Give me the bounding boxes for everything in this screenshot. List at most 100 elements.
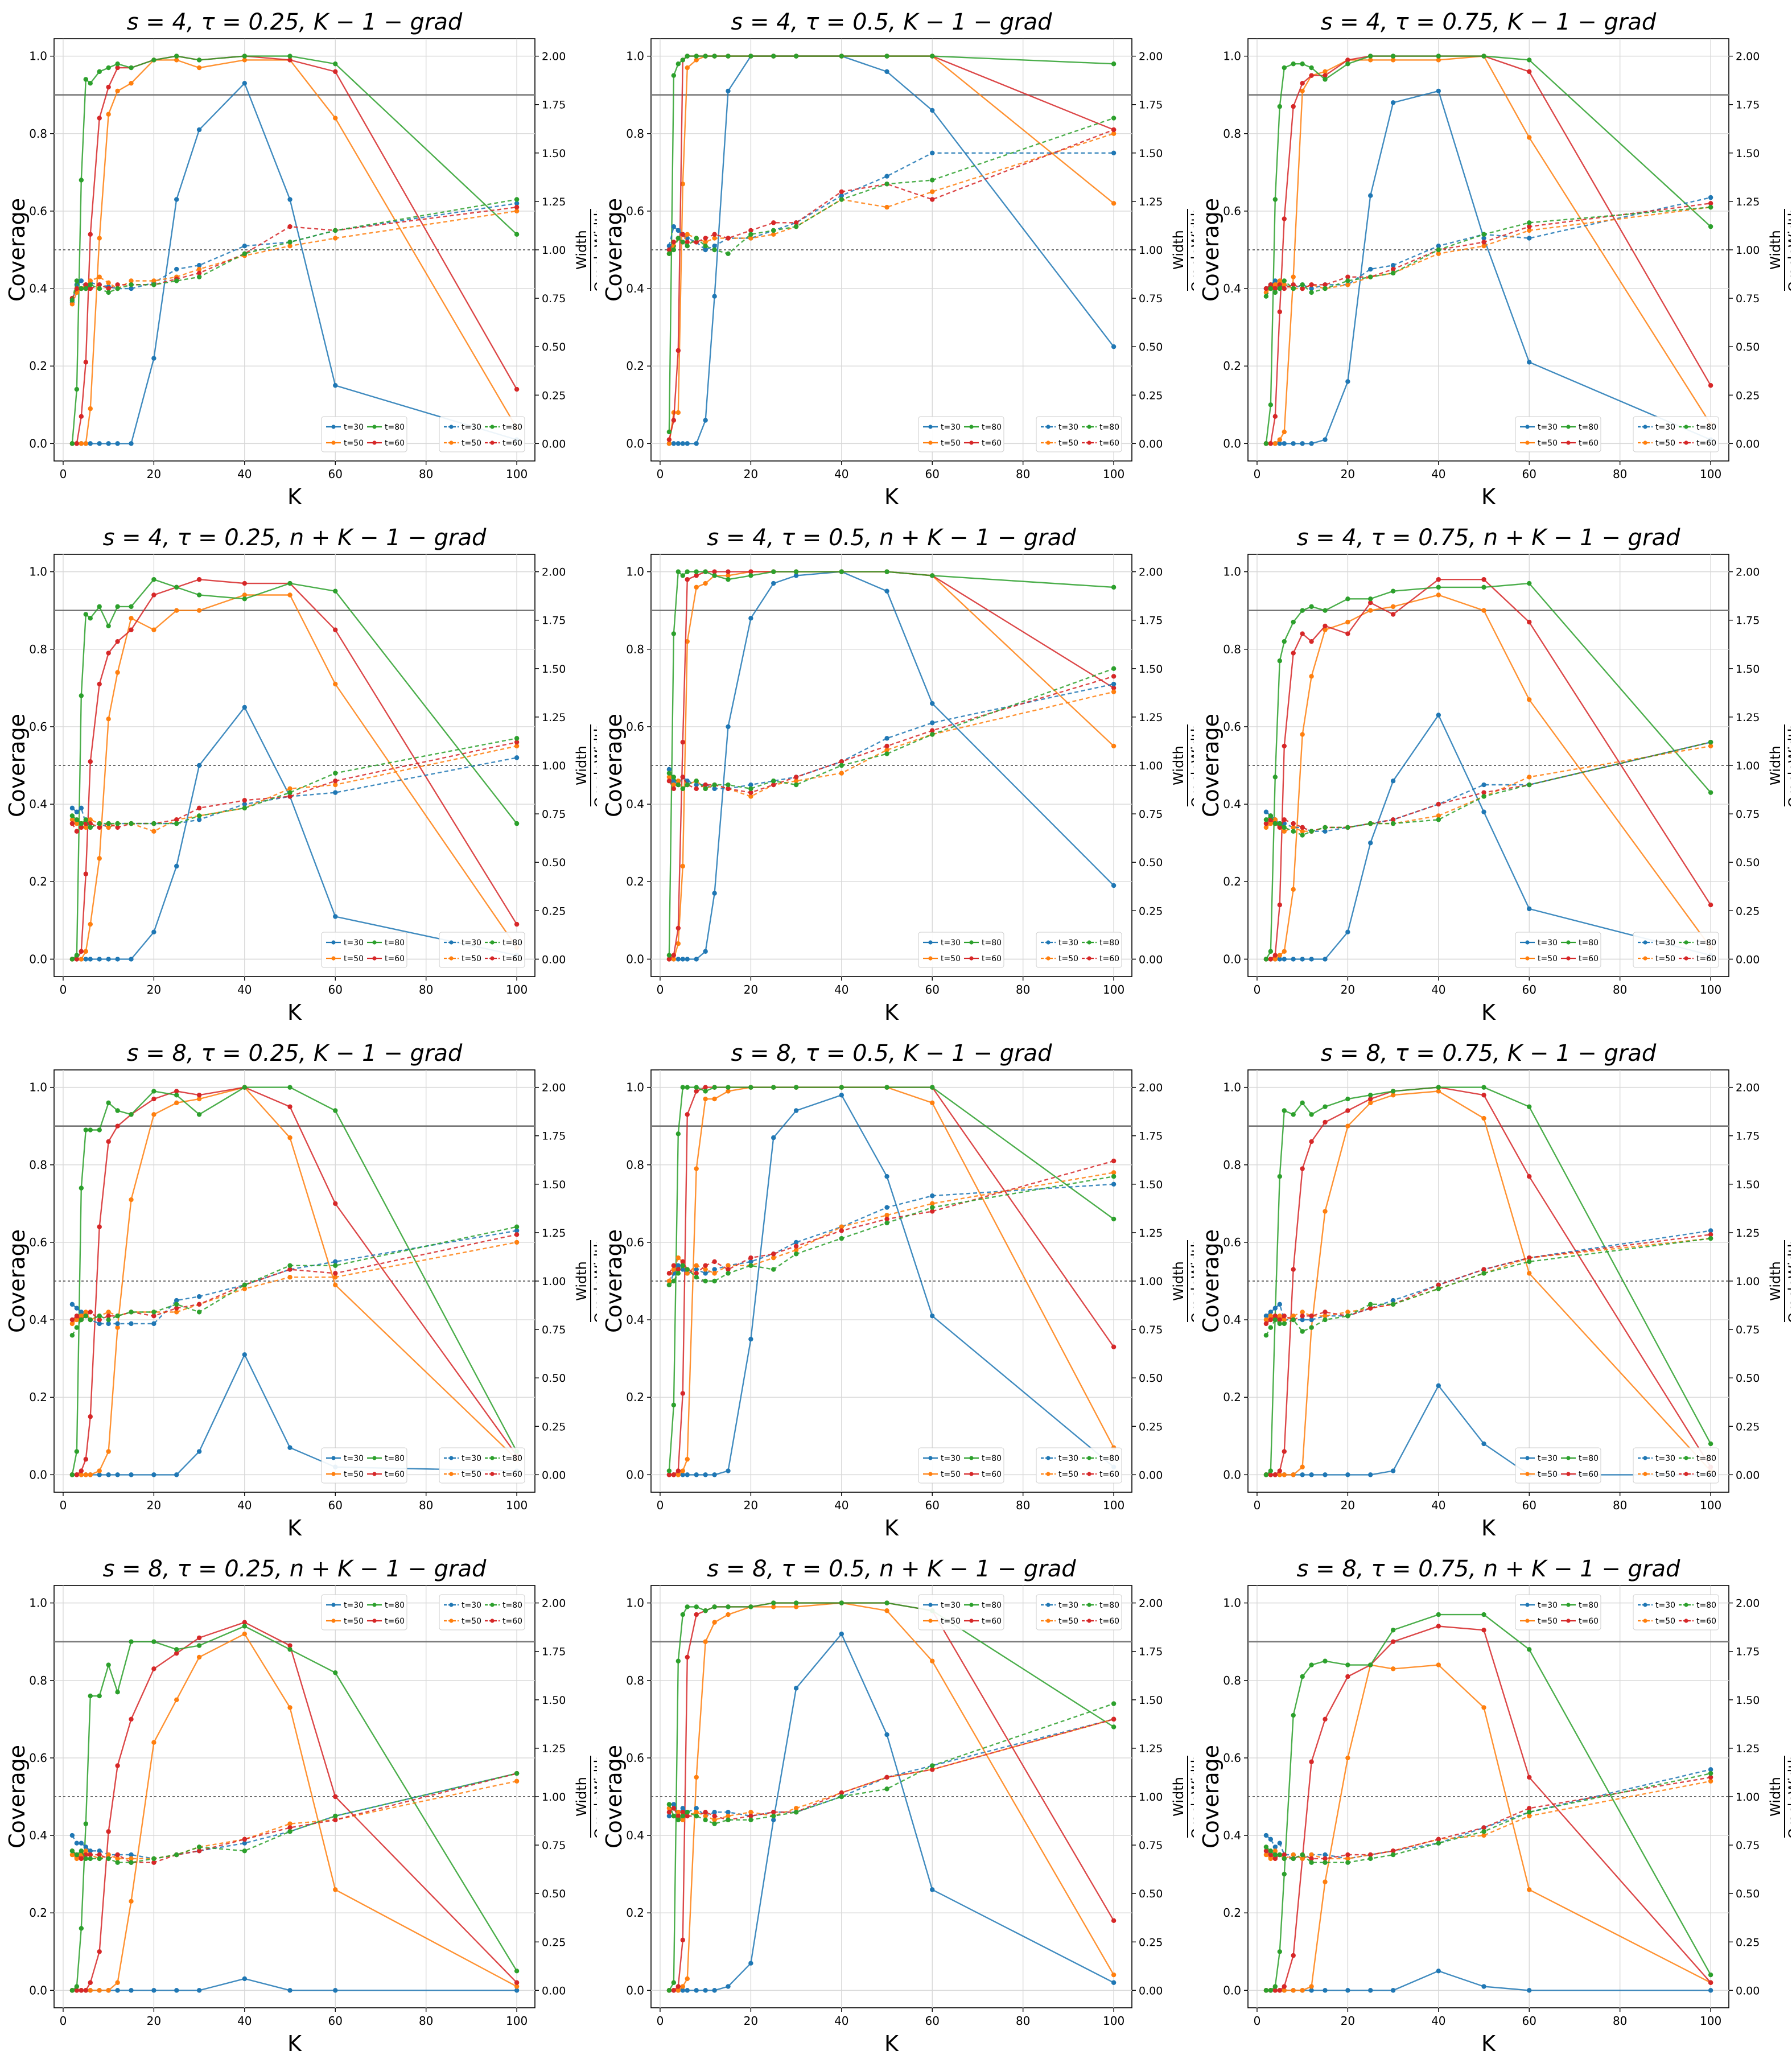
- y2-tick-label: 1.25: [1736, 1227, 1760, 1240]
- data-point: [1111, 61, 1117, 67]
- data-point: [333, 1670, 338, 1675]
- data-point: [1300, 1329, 1305, 1334]
- data-point: [79, 441, 84, 446]
- data-point: [514, 232, 520, 237]
- y-tick-label: 0.2: [626, 875, 644, 888]
- data-point: [1323, 1313, 1328, 1319]
- legend-marker: [1046, 1472, 1051, 1476]
- legend-marker: [969, 1456, 974, 1460]
- data-point: [1272, 1317, 1278, 1323]
- y2-tick-label: 1.50: [1139, 1694, 1163, 1707]
- data-point: [1282, 1108, 1287, 1113]
- legend-label: t=50: [1058, 1617, 1078, 1626]
- legend-label: t=30: [1538, 423, 1558, 432]
- data-point: [712, 1813, 717, 1819]
- data-point: [79, 825, 84, 830]
- data-point: [1323, 1852, 1328, 1858]
- data-point: [839, 1224, 844, 1229]
- data-point: [793, 1604, 799, 1609]
- x-tick-label: 40: [834, 2014, 848, 2028]
- data-point: [97, 1472, 102, 1477]
- data-point: [115, 1313, 120, 1319]
- data-point: [675, 348, 681, 353]
- data-point: [514, 208, 520, 214]
- chart-svg: 0.00.20.40.60.81.00.000.250.500.751.001.…: [602, 9, 1194, 509]
- data-point: [675, 410, 681, 415]
- y-tick-label: 0.6: [626, 1751, 644, 1765]
- data-point: [1277, 104, 1283, 109]
- data-point: [712, 1821, 717, 1826]
- data-point: [1436, 1624, 1441, 1629]
- data-point: [129, 1112, 134, 1117]
- data-point: [1309, 957, 1314, 962]
- legend-label: t=30: [1538, 938, 1558, 948]
- data-point: [675, 61, 681, 67]
- x-tick-label: 0: [60, 983, 67, 997]
- data-point: [680, 1810, 686, 1815]
- data-point: [1309, 829, 1314, 834]
- y-tick-label: 1.0: [1223, 1596, 1241, 1610]
- data-point: [748, 1813, 753, 1819]
- y2-tick-label: 0.00: [1736, 438, 1760, 450]
- y-tick-label: 0.2: [29, 1906, 47, 1920]
- data-point: [129, 1472, 134, 1477]
- data-point: [97, 1224, 102, 1229]
- plot-area: [650, 554, 1132, 977]
- data-point: [1272, 953, 1278, 958]
- y-tick-label: 0.0: [29, 1983, 47, 1997]
- data-point: [712, 573, 717, 578]
- series-line: [669, 1602, 1115, 1991]
- data-point: [1309, 1472, 1314, 1477]
- data-point: [1345, 1310, 1350, 1315]
- data-point: [174, 584, 179, 590]
- data-point: [680, 1806, 686, 1811]
- data-point: [1268, 957, 1274, 962]
- data-point: [748, 1085, 753, 1090]
- series-line: [668, 1172, 1114, 1282]
- data-point: [1368, 274, 1373, 279]
- data-point: [884, 569, 889, 574]
- data-point: [685, 569, 690, 574]
- data-point: [1527, 1174, 1532, 1179]
- data-point: [69, 1848, 75, 1854]
- data-point: [1282, 1317, 1287, 1323]
- data-point: [1481, 1612, 1486, 1617]
- data-point: [242, 705, 248, 710]
- data-point: [884, 1786, 889, 1792]
- series-line: [72, 1625, 518, 1991]
- legend-label: t=80: [1579, 423, 1599, 432]
- x-tick-label: 80: [419, 983, 433, 997]
- data-point: [97, 604, 102, 610]
- data-point: [793, 569, 799, 574]
- data-point: [793, 1686, 799, 1691]
- y-tick-label: 0.2: [626, 359, 644, 373]
- y-axis-label: Coverage: [602, 714, 627, 817]
- data-point: [1291, 286, 1296, 291]
- data-point: [793, 1810, 799, 1815]
- data-point: [79, 949, 84, 954]
- legend-marker: [969, 1472, 974, 1476]
- data-point: [685, 441, 690, 446]
- series-line: [72, 594, 518, 960]
- y2-tick-label: 0.25: [542, 1420, 566, 1433]
- data-point: [793, 1085, 799, 1090]
- y2-axis-label-denominator: OracleWidth: [592, 1239, 597, 1323]
- y-tick-label: 0.4: [626, 1313, 644, 1327]
- y2-axis-label-numerator: Width: [1768, 230, 1783, 270]
- data-point: [514, 204, 520, 210]
- data-point: [242, 1286, 248, 1291]
- data-point: [1527, 1813, 1532, 1819]
- x-tick-label: 60: [925, 467, 940, 481]
- data-point: [106, 717, 111, 722]
- y2-tick-label: 0.75: [542, 808, 566, 821]
- x-tick-label: 0: [1254, 1498, 1261, 1512]
- legend-label: t=60: [1099, 1617, 1119, 1626]
- data-point: [671, 1988, 677, 1993]
- y2-tick-label: 0.25: [1736, 1936, 1760, 1949]
- chart-panel: 0.0 0.2 0.4 0.6 0.8 1.0 0.00 0.25 0.50 0.75 1.00 1.…: [0, 1547, 597, 2062]
- legend-box: [1633, 416, 1719, 452]
- legend-label: t=80: [982, 423, 1002, 432]
- data-point: [1368, 1856, 1373, 1862]
- data-point: [726, 1468, 731, 1473]
- data-point: [930, 53, 935, 59]
